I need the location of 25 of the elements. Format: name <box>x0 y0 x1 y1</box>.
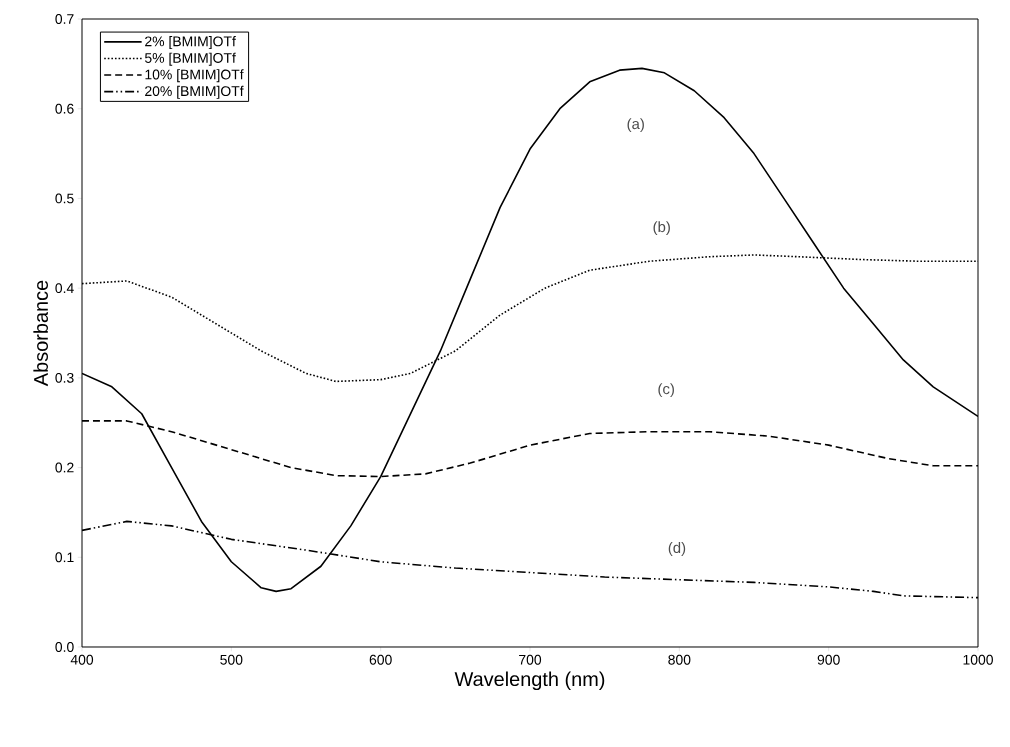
y-tick-label: 0.7 <box>55 14 74 24</box>
x-tick-label: 700 <box>519 654 542 665</box>
x-tick-label: 600 <box>369 654 392 665</box>
y-tick-label: 0.4 <box>55 283 74 294</box>
x-tick-label: 800 <box>668 654 691 665</box>
annotation: (c) <box>658 383 674 398</box>
legend-label: 5% [BMIM]OTf <box>144 52 236 66</box>
legend-label: 20% [BMIM]OTf <box>145 85 244 99</box>
y-tick-label: 0.2 <box>55 462 74 473</box>
x-tick-label: 1000 <box>963 654 993 665</box>
legend-label: 10% [BMIM]OTf <box>145 69 244 83</box>
y-tick-label: 0.5 <box>55 193 74 204</box>
y-tick-label: 0.3 <box>55 372 74 383</box>
y-tick-label: 0.0 <box>55 642 74 652</box>
x-axis-title: Wavelength (nm) <box>454 671 605 691</box>
x-tick-label: 900 <box>817 654 840 665</box>
annotation: (a) <box>627 118 644 133</box>
y-tick-label: 0.1 <box>55 552 74 563</box>
x-tick-label: 400 <box>70 654 94 665</box>
x-tick-label: 500 <box>220 654 243 665</box>
annotation: (b) <box>653 221 670 236</box>
y-axis-title: Absorbance <box>33 280 48 387</box>
legend-label: 2% [BMIM]OTf <box>145 36 236 50</box>
y-tick-label: 0.6 <box>55 103 74 114</box>
annotation: (d) <box>668 542 686 556</box>
